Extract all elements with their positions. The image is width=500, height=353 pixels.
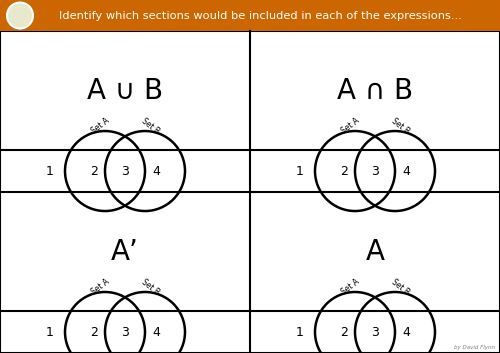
Text: by David Flynn: by David Flynn <box>454 345 495 350</box>
Text: 1: 1 <box>46 164 54 178</box>
Text: 1: 1 <box>46 325 54 339</box>
Text: Set A: Set A <box>90 277 110 297</box>
Text: Set A: Set A <box>340 277 360 297</box>
Text: Set B: Set B <box>140 116 160 136</box>
Text: 3: 3 <box>371 164 379 178</box>
Text: 4: 4 <box>152 164 160 178</box>
Text: Set B: Set B <box>390 116 410 136</box>
Text: 1: 1 <box>296 164 304 178</box>
Text: 1: 1 <box>296 325 304 339</box>
Text: 2: 2 <box>340 164 348 178</box>
Text: A ∪ B: A ∪ B <box>87 77 163 104</box>
Text: A’: A’ <box>111 238 139 265</box>
Text: Set A: Set A <box>340 116 360 136</box>
Text: Set A: Set A <box>90 116 110 136</box>
Text: 2: 2 <box>90 325 98 339</box>
Text: 2: 2 <box>340 325 348 339</box>
Text: Identify which sections would be included in each of the expressions...: Identify which sections would be include… <box>58 11 462 20</box>
Text: 3: 3 <box>121 325 129 339</box>
Text: A: A <box>366 238 384 265</box>
Bar <box>0 0 500 31</box>
Text: 3: 3 <box>371 325 379 339</box>
Text: Set B: Set B <box>390 277 410 297</box>
Circle shape <box>7 2 33 29</box>
Text: A ∩ B: A ∩ B <box>337 77 413 104</box>
Text: Set B: Set B <box>140 277 160 297</box>
Text: 2: 2 <box>90 164 98 178</box>
Text: 3: 3 <box>121 164 129 178</box>
Text: 4: 4 <box>402 325 410 339</box>
Text: 4: 4 <box>402 164 410 178</box>
Text: 4: 4 <box>152 325 160 339</box>
